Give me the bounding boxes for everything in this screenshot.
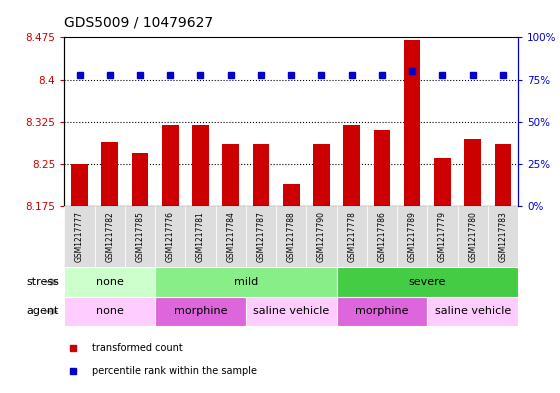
Bar xyxy=(125,206,155,267)
Text: GSM1217777: GSM1217777 xyxy=(75,211,84,262)
Bar xyxy=(216,206,246,267)
Bar xyxy=(95,206,125,267)
Bar xyxy=(101,141,118,206)
Text: GSM1217786: GSM1217786 xyxy=(377,211,386,262)
Bar xyxy=(64,297,155,326)
Bar xyxy=(64,206,95,267)
Text: GSM1217782: GSM1217782 xyxy=(105,211,114,262)
Bar xyxy=(313,144,330,206)
Text: mild: mild xyxy=(234,277,258,287)
Bar xyxy=(427,206,458,267)
Text: GSM1217789: GSM1217789 xyxy=(408,211,417,262)
Bar xyxy=(253,144,269,206)
Text: GSM1217779: GSM1217779 xyxy=(438,211,447,262)
Text: GDS5009 / 10479627: GDS5009 / 10479627 xyxy=(64,15,213,29)
Bar xyxy=(337,297,427,326)
Bar xyxy=(222,144,239,206)
Bar xyxy=(132,153,148,206)
Text: saline vehicle: saline vehicle xyxy=(253,307,329,316)
Text: morphine: morphine xyxy=(174,307,227,316)
Bar xyxy=(64,267,155,297)
Bar xyxy=(155,206,185,267)
Text: none: none xyxy=(96,307,124,316)
Text: stress: stress xyxy=(26,277,59,287)
Bar xyxy=(71,164,88,206)
Bar xyxy=(397,206,427,267)
Bar xyxy=(343,125,360,206)
Bar xyxy=(494,144,511,206)
Bar xyxy=(306,206,337,267)
Text: GSM1217790: GSM1217790 xyxy=(317,211,326,262)
Text: saline vehicle: saline vehicle xyxy=(435,307,511,316)
Text: GSM1217778: GSM1217778 xyxy=(347,211,356,262)
Text: morphine: morphine xyxy=(355,307,409,316)
Bar xyxy=(246,297,337,326)
Text: GSM1217781: GSM1217781 xyxy=(196,211,205,262)
Text: agent: agent xyxy=(26,307,59,316)
Bar xyxy=(488,206,518,267)
Text: severe: severe xyxy=(409,277,446,287)
Bar xyxy=(337,267,518,297)
Text: GSM1217787: GSM1217787 xyxy=(256,211,265,262)
Bar xyxy=(162,125,179,206)
Bar xyxy=(283,184,300,206)
Text: none: none xyxy=(96,277,124,287)
Bar xyxy=(427,297,518,326)
Text: GSM1217784: GSM1217784 xyxy=(226,211,235,262)
Bar xyxy=(367,206,397,267)
Text: percentile rank within the sample: percentile rank within the sample xyxy=(92,366,256,376)
Text: GSM1217780: GSM1217780 xyxy=(468,211,477,262)
Text: GSM1217783: GSM1217783 xyxy=(498,211,507,262)
Text: GSM1217788: GSM1217788 xyxy=(287,211,296,262)
Bar xyxy=(404,40,421,206)
Bar xyxy=(246,206,276,267)
Bar xyxy=(434,158,451,206)
Text: transformed count: transformed count xyxy=(92,343,183,353)
Bar xyxy=(185,206,216,267)
Bar xyxy=(276,206,306,267)
Bar xyxy=(374,130,390,206)
Bar xyxy=(464,139,481,206)
Bar xyxy=(155,297,246,326)
Text: GSM1217785: GSM1217785 xyxy=(136,211,144,262)
Bar xyxy=(155,267,337,297)
Bar xyxy=(337,206,367,267)
Text: GSM1217776: GSM1217776 xyxy=(166,211,175,262)
Bar xyxy=(192,125,209,206)
Bar xyxy=(458,206,488,267)
